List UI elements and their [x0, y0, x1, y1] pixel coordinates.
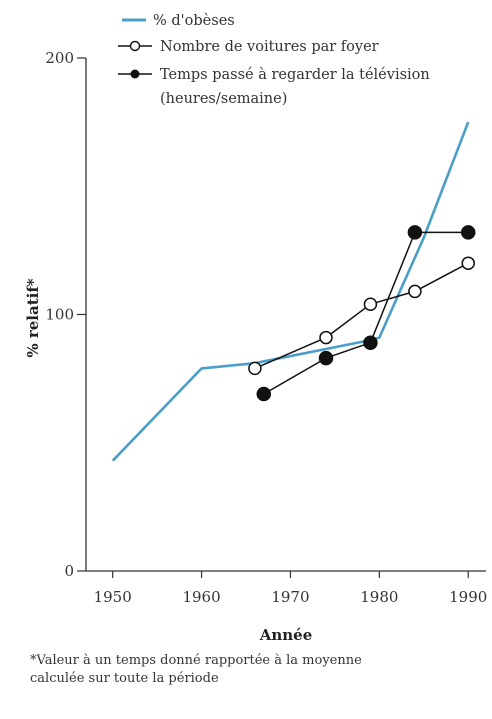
- series-2-point-0: [256, 386, 272, 402]
- y-axis-title: % relatif*: [24, 278, 42, 357]
- series-2-point-1: [318, 350, 334, 366]
- series-line-2: [263, 231, 469, 395]
- series-1-point-4: [461, 256, 475, 270]
- markers-layer: [248, 225, 476, 402]
- series-2-point-3: [407, 225, 423, 240]
- y-tick-label-100: 100: [45, 306, 74, 324]
- x-tick-label-1970: 1970: [271, 588, 309, 606]
- footnote-line-2: calculée sur toute la période: [30, 671, 219, 686]
- series-2-point-4: [460, 225, 476, 240]
- x-tick-label-1990: 1990: [449, 588, 487, 606]
- legend: % d'obèses Nombre de voitures par foyer …: [118, 13, 430, 107]
- series-2-point-2: [363, 335, 378, 350]
- legend-label-obese: % d'obèses: [153, 13, 235, 29]
- chart: 1950 1960 1970 1980 1990 0 100 200 Année % rela…: [24, 13, 487, 644]
- legend-label-cars: Nombre de voitures par foyer: [160, 39, 379, 55]
- ticks: 1950 1960 1970 1980 1990 0 100 200: [45, 49, 487, 606]
- y-tick-label-200: 200: [45, 49, 74, 67]
- legend-label-tv: Temps passé à regarder la télévision: [160, 66, 430, 83]
- series-1-point-0: [248, 361, 262, 376]
- legend-label-tv-unit: (heures/semaine): [160, 91, 287, 107]
- x-tick-label-1980: 1980: [360, 588, 398, 606]
- series-1-point-3: [408, 284, 422, 299]
- footnote-line-1: *Valeur à un temps donné rapportée à la …: [30, 653, 362, 668]
- y-tick-label-0: 0: [64, 562, 74, 580]
- series-line-1: [254, 262, 469, 370]
- series-1-point-2: [363, 297, 378, 311]
- footnote: *Valeur à un temps donné rapportée à la …: [30, 652, 490, 688]
- x-tick-label-1960: 1960: [182, 588, 220, 606]
- series-1-point-1: [319, 330, 333, 345]
- x-axis-title: Année: [259, 626, 313, 644]
- legend-marker-tv: [130, 69, 140, 79]
- legend-marker-cars: [129, 40, 141, 52]
- x-tick-label-1950: 1950: [94, 588, 132, 606]
